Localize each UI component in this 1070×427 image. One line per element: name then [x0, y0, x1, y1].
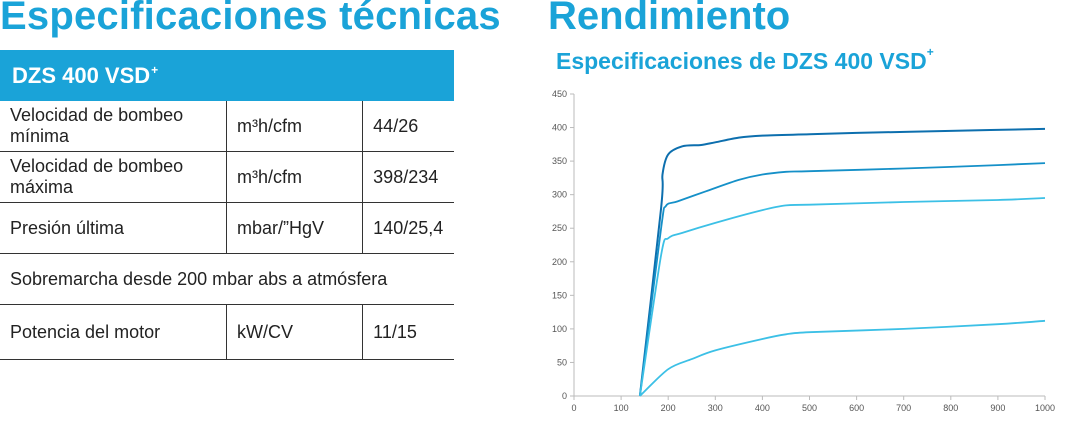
y-tick-label: 200: [552, 257, 567, 267]
specs-title: Especificaciones técnicas: [0, 0, 501, 38]
series-line-3: [639, 197, 1046, 397]
model-header: DZS 400 VSD +: [0, 50, 454, 101]
model-superscript: +: [151, 62, 159, 77]
spec-label: Velocidad de bombeo mínima: [0, 101, 227, 152]
x-tick-label: 200: [661, 403, 676, 413]
y-tick-label: 300: [552, 190, 567, 200]
y-tick-label: 0: [562, 391, 567, 401]
spec-unit: mbar/”HgV: [225, 202, 363, 254]
performance-chart: 0 50 100 150 200 250 300 350 400 450 0 100 200 300 400…: [552, 89, 1055, 413]
series-line-2: [639, 162, 1046, 397]
spec-unit: m³h/cfm: [225, 151, 363, 203]
table-row: Velocidad de bombeo mínima m³h/cfm 44/26: [0, 101, 454, 152]
y-tick-label: 50: [557, 357, 567, 367]
x-tick-label: 1000: [1035, 403, 1055, 413]
model-name: DZS 400 VSD: [12, 62, 151, 88]
spec-label: Velocidad de bombeo máxima: [0, 151, 227, 203]
spec-table: Velocidad de bombeo mínima m³h/cfm 44/26…: [0, 101, 454, 360]
x-tick-label: 100: [614, 403, 629, 413]
x-tick-label: 800: [943, 403, 958, 413]
series-line-1: [638, 127, 1046, 397]
spec-value: 398/234: [362, 151, 454, 203]
table-row: Potencia del motor kW/CV 11/15: [0, 304, 454, 360]
x-tick-label: 600: [849, 403, 864, 413]
spec-value: 11/15: [362, 304, 454, 360]
y-tick-label: 400: [552, 123, 567, 133]
table-row: Sobremarcha desde 200 mbar abs a atmósfe…: [0, 253, 454, 305]
spec-value: 140/25,4: [362, 202, 454, 254]
chart-title-superscript: +: [926, 45, 934, 60]
table-row: Presión última mbar/”HgV 140/25,4: [0, 202, 454, 254]
x-tick-label: 0: [571, 403, 576, 413]
y-tick-label: 150: [552, 290, 567, 300]
series-line-4: [639, 319, 1046, 397]
performance-title: Rendimiento: [548, 0, 791, 38]
spec-note: Sobremarcha desde 200 mbar abs a atmósfe…: [0, 253, 454, 305]
y-tick-label: 100: [552, 324, 567, 334]
x-tick-label: 300: [708, 403, 723, 413]
chart-title-text: Especificaciones de DZS 400 VSD: [556, 48, 927, 74]
spec-value: 44/26: [362, 101, 454, 152]
spec-unit: m³h/cfm: [225, 101, 363, 152]
spec-label: Potencia del motor: [0, 304, 227, 360]
table-row: Velocidad de bombeo máxima m³h/cfm 398/2…: [0, 151, 454, 203]
y-tick-label: 350: [552, 156, 567, 166]
y-tick-label: 450: [552, 89, 567, 99]
x-tick-label: 500: [802, 403, 817, 413]
spec-unit: kW/CV: [225, 304, 363, 360]
x-tick-label: 700: [896, 403, 911, 413]
chart-title: Especificaciones de DZS 400 VSD+: [556, 45, 934, 75]
y-tick-label: 250: [552, 223, 567, 233]
x-tick-label: 900: [990, 403, 1005, 413]
spec-label: Presión última: [0, 202, 227, 254]
x-tick-label: 400: [755, 403, 770, 413]
